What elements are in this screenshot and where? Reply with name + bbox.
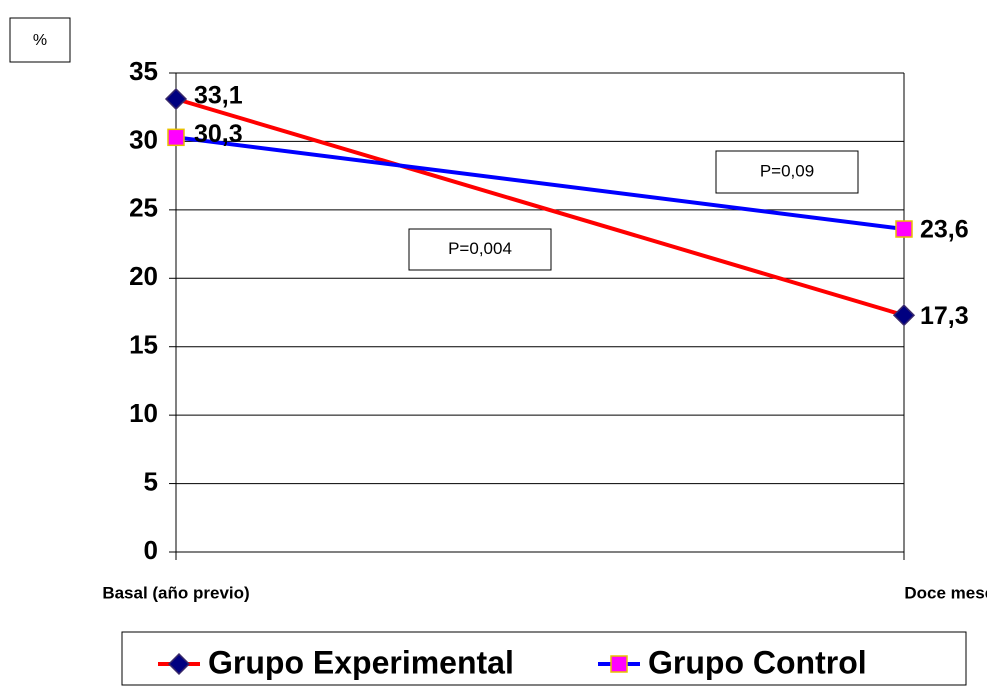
legend-label: Grupo Experimental [208,644,514,680]
annotation-box [408,228,552,271]
y-tick-label: 25 [129,193,158,223]
y-label-box [9,17,71,63]
marker [892,304,916,327]
y-tick-label: 35 [129,56,158,86]
marker [895,220,913,238]
x-tick-label: Doce meses [904,583,987,602]
annotation: P=0,09 [760,161,814,180]
data-label: 17,3 [920,302,969,330]
series-line [175,97,905,318]
data-label: 23,6 [920,216,969,244]
annotation-box [715,150,859,194]
y-tick-label: 10 [129,398,158,428]
marker [164,87,188,111]
y-tick-label: 5 [144,466,158,496]
y-tick-label: 30 [129,124,158,154]
x-tick-label: Basal (año previo) [102,583,249,602]
marker [610,655,628,673]
marker [167,652,191,676]
y-tick-label: 20 [129,261,158,291]
data-label: 30,3 [194,120,243,148]
y-tick-label: 0 [144,535,158,565]
marker [167,128,185,147]
y-tick-label: 15 [129,330,158,360]
y-axis-label: % [33,32,47,49]
series-line [175,135,905,232]
legend-box [121,631,967,686]
legend-label: Grupo Control [648,644,867,680]
data-label: 33,1 [194,82,243,110]
annotation: P=0,004 [448,239,512,258]
